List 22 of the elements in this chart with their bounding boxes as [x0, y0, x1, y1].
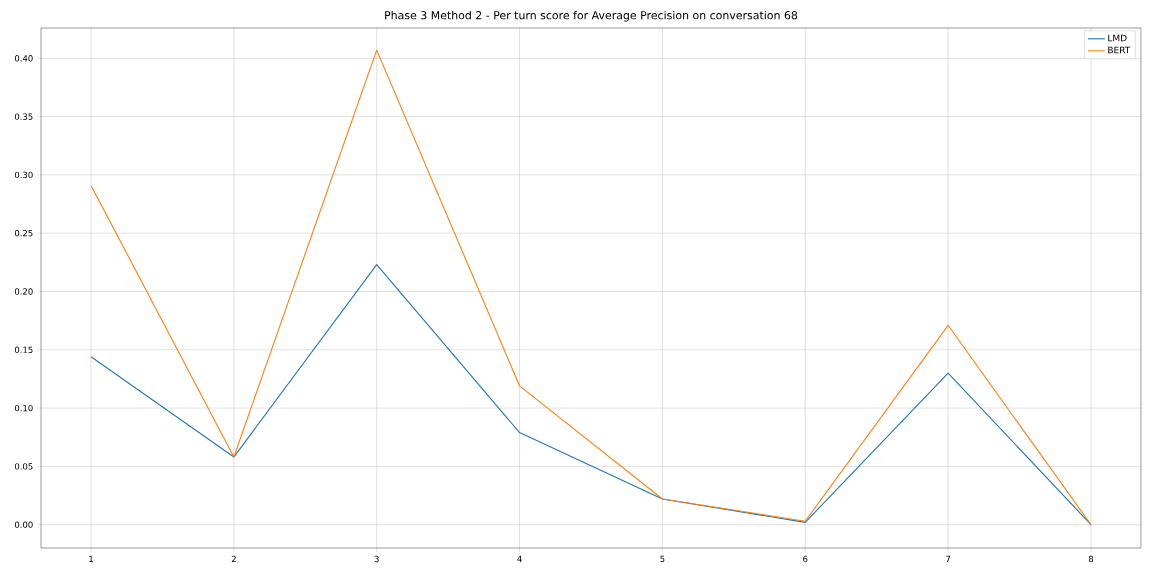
- y-tick-label: 0.00: [14, 521, 33, 528]
- x-tick-label: 3: [374, 555, 379, 563]
- y-tick-label: 0.05: [14, 463, 33, 470]
- x-tick-label: 8: [1088, 555, 1094, 563]
- y-tick-label: 0.35: [14, 113, 33, 120]
- line-series: [90, 49, 1092, 526]
- y-tick-label: 0.25: [14, 230, 33, 237]
- legend-label: LMD: [1108, 34, 1127, 42]
- y-tick-label: 0.10: [14, 404, 33, 412]
- x-tick-label: 7: [946, 555, 951, 562]
- y-tick-label: 0.15: [14, 346, 33, 353]
- x-tick-label: 1: [89, 555, 93, 562]
- x-tick-label: 6: [803, 555, 808, 563]
- line-series: [90, 264, 1092, 526]
- y-tick-label: 0.30: [14, 171, 33, 179]
- x-tick-label: 5: [660, 555, 665, 563]
- chart-title: Phase 3 Method 2 - Per turn score for Average Precision on conversation 68: [385, 10, 798, 22]
- x-tick-label: 4: [517, 555, 522, 562]
- y-tick-label: 0.40: [14, 55, 33, 62]
- x-tick-label: 2: [231, 555, 236, 563]
- y-tick-label: 0.20: [14, 288, 33, 295]
- legend-label: BERT: [1108, 46, 1131, 54]
